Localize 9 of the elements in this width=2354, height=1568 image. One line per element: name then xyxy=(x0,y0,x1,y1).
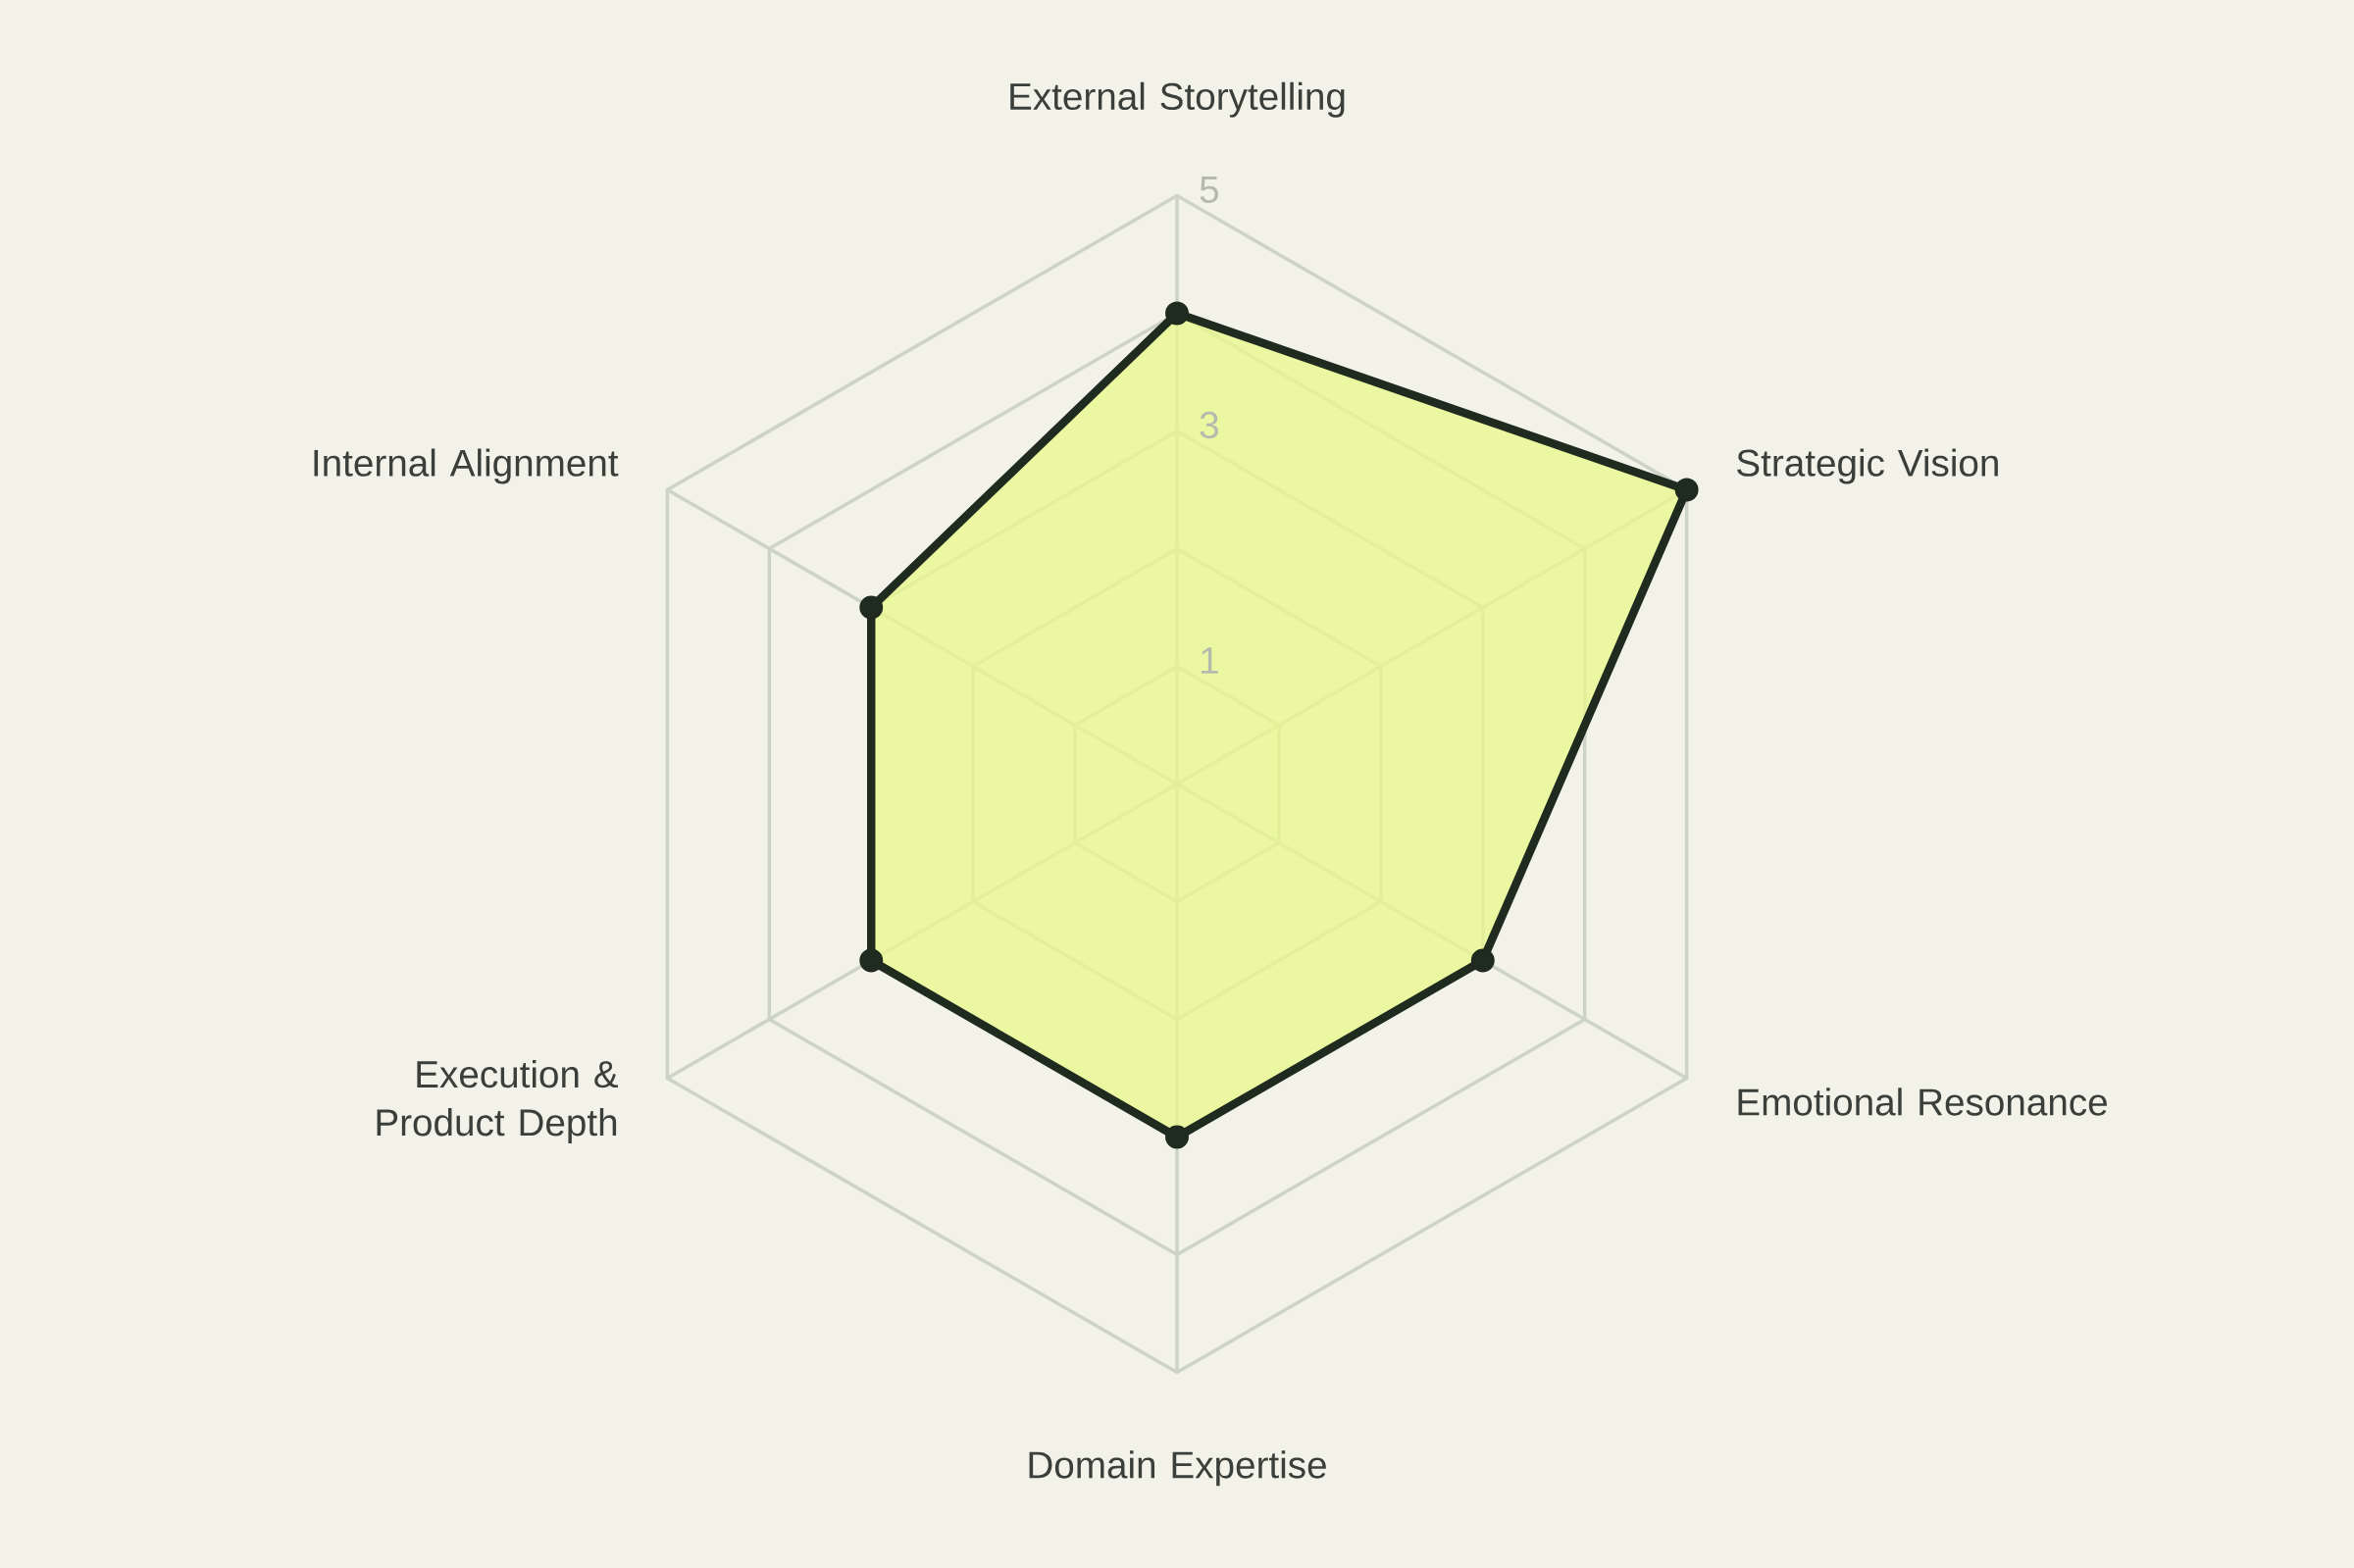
spoke-label: Internal Alignment xyxy=(314,448,619,484)
y-tick-label: 5 xyxy=(1200,177,1218,203)
y-tick-label: 3 xyxy=(1200,411,1218,439)
spoke-label: Strategic Vision xyxy=(1737,448,1998,484)
spoke-label: Domain Expertise xyxy=(1029,1450,1326,1487)
spoke-label: Execution & Product Depth xyxy=(377,1059,619,1144)
y-tick-label: 1 xyxy=(1202,647,1218,674)
spoke-label: Emotional Resonance xyxy=(1738,1087,2107,1116)
spoke-label: External Storytelling xyxy=(1010,81,1345,118)
